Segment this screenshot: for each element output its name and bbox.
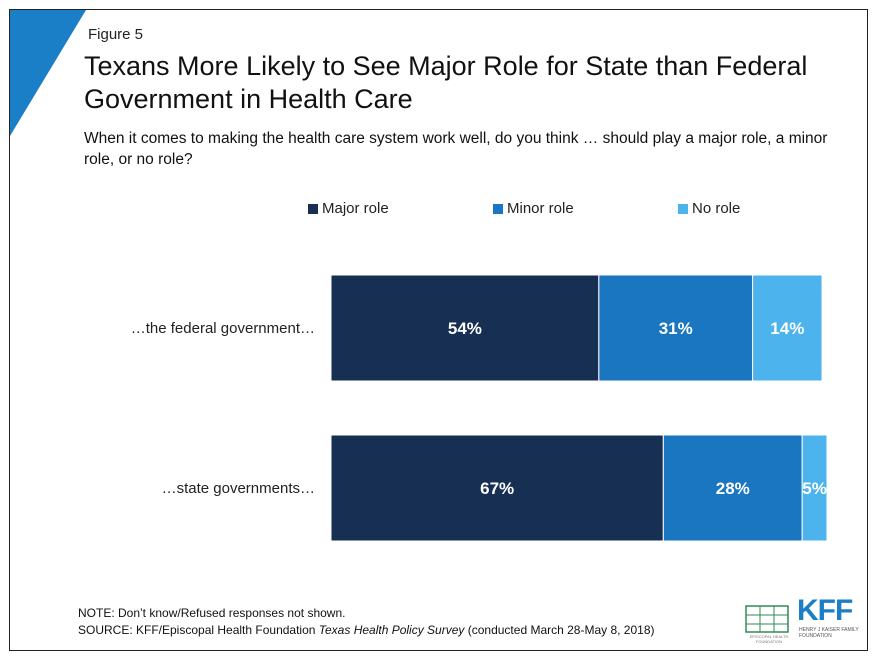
- kff-logo-subtext: HENRY J KAISER FAMILY FOUNDATION: [799, 627, 859, 639]
- data-label-none-1: 5%: [802, 479, 827, 498]
- legend-none: No role: [678, 200, 740, 217]
- footnote: NOTE: Don’t know/Refused responses not s…: [78, 605, 655, 639]
- bar-minor-1: [662, 434, 803, 542]
- chart-subtitle: When it comes to making the health care …: [84, 130, 828, 168]
- legend-swatch-major: [308, 203, 318, 214]
- bar-minor-0: [598, 274, 754, 382]
- data-label-major-0: 54%: [448, 319, 482, 338]
- note-line: NOTE: Don’t know/Refused responses not s…: [78, 606, 346, 620]
- legend-swatch-minor: [493, 203, 503, 214]
- source-survey-name: Texas Health Policy Survey: [318, 623, 465, 637]
- slide-frame: Figure 5 Texans More Likely to See Major…: [9, 9, 868, 651]
- legend-label-major: Major role: [322, 200, 389, 217]
- category-label-1: …state governments…: [162, 480, 315, 497]
- data-label-minor-0: 31%: [659, 319, 693, 338]
- source-line: SOURCE: KFF/Episcopal Health Foundation …: [78, 622, 655, 639]
- bar-none-1: [801, 434, 828, 542]
- source-prefix: SOURCE: KFF/Episcopal Health Foundation: [78, 623, 319, 637]
- category-label-0: …the federal government…: [131, 320, 315, 337]
- legend-swatch-none: [678, 203, 688, 214]
- stacked-bar-chart: …the federal government… 54% 31% 14% …state …: [131, 274, 828, 542]
- figure-label: Figure 5: [88, 26, 144, 43]
- kff-logo: KFF: [797, 594, 853, 627]
- source-suffix: (conducted March 28-May 8, 2018): [464, 623, 655, 637]
- bar-major-1: [330, 434, 664, 542]
- legend-minor: Minor role: [493, 200, 574, 217]
- bar-none-0: [752, 274, 823, 382]
- data-label-major-1: 67%: [480, 479, 514, 498]
- corner-triangle: [10, 10, 86, 136]
- legend-label-none: No role: [692, 200, 741, 217]
- data-label-none-0: 14%: [770, 319, 804, 338]
- chart-title: Texans More Likely to See Major Role for…: [84, 51, 808, 114]
- data-label-minor-1: 28%: [716, 479, 750, 498]
- legend-label-minor: Minor role: [507, 200, 574, 217]
- legend-major: Major role: [308, 200, 389, 217]
- ehf-logo-icon: [745, 605, 789, 633]
- ehf-logo-text: EPISCOPAL HEALTH FOUNDATION: [749, 634, 789, 644]
